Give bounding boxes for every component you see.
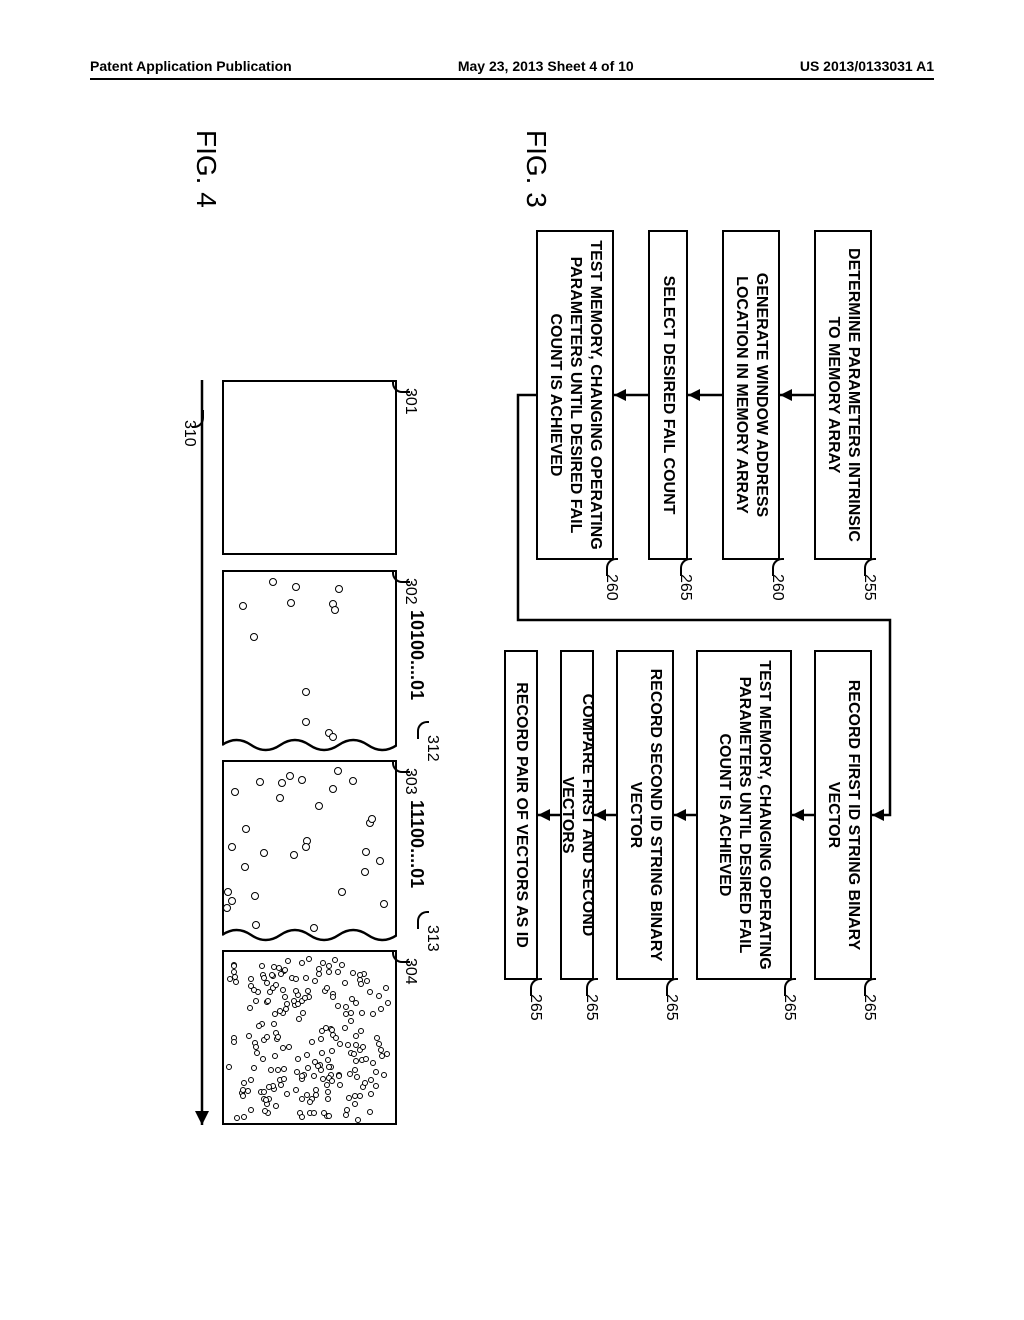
fig3-label: FIG. 3: [520, 130, 552, 208]
page: Patent Application Publication May 23, 2…: [0, 0, 1024, 1320]
fig4-diagram: 30130210100....0131230311100....01313304…: [162, 380, 442, 1160]
axis-arrow: [182, 380, 442, 1145]
header-left: Patent Application Publication: [90, 58, 292, 74]
rotated-content: DETERMINE PARAMETERS INTRINSIC TO MEMORY…: [122, 130, 902, 1230]
header-center: May 23, 2013 Sheet 4 of 10: [458, 58, 634, 74]
fig4-label: FIG. 4: [190, 130, 222, 208]
header-right: US 2013/0133031 A1: [800, 58, 934, 74]
page-header: Patent Application Publication May 23, 2…: [90, 50, 934, 80]
flow-arrow: [472, 230, 872, 1030]
fig3-flowchart: DETERMINE PARAMETERS INTRINSIC TO MEMORY…: [492, 230, 872, 1010]
